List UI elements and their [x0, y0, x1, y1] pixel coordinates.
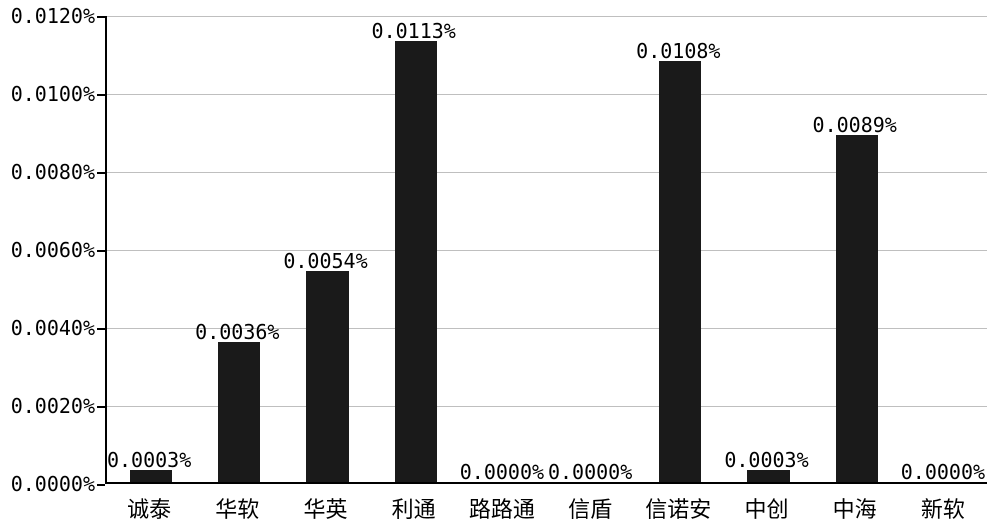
bar-value-label: 0.0003% [107, 448, 191, 472]
y-tick [97, 250, 105, 252]
y-tick-label: 0.0120% [11, 4, 95, 28]
bar-value-label: 0.0036% [195, 320, 279, 344]
plot-area [105, 16, 987, 484]
bar-value-label: 0.0000% [460, 460, 544, 484]
y-tick-label: 0.0100% [11, 82, 95, 106]
y-tick [97, 16, 105, 18]
x-category-label: 华软 [215, 492, 259, 524]
gridline [107, 94, 987, 95]
chart-container: 0.0000% 0.0020% 0.0040% 0.0060% 0.0080% 0.010… [0, 0, 1000, 528]
bar-value-label: 0.0108% [636, 39, 720, 63]
y-tick-label: 0.0000% [11, 472, 95, 496]
bar [659, 61, 701, 482]
bar-value-label: 0.0003% [724, 448, 808, 472]
bar-value-label: 0.0000% [901, 460, 985, 484]
y-tick [97, 406, 105, 408]
x-category-label: 利通 [392, 492, 436, 524]
y-tick-label: 0.0040% [11, 316, 95, 340]
x-category-label: 路路通 [469, 492, 535, 524]
x-category-label: 信诺安 [645, 492, 711, 524]
bar [395, 41, 437, 482]
bar-value-label: 0.0113% [372, 19, 456, 43]
bar-value-label: 0.0089% [813, 113, 897, 137]
bar [836, 135, 878, 482]
y-tick [97, 94, 105, 96]
y-tick-label: 0.0080% [11, 160, 95, 184]
y-tick-label: 0.0060% [11, 238, 95, 262]
bar-value-label: 0.0054% [283, 249, 367, 273]
x-category-label: 信盾 [568, 492, 612, 524]
x-category-label: 新软 [921, 492, 965, 524]
y-tick [97, 328, 105, 330]
gridline [107, 16, 987, 17]
x-category-label: 中创 [744, 492, 788, 524]
x-category-label: 华英 [303, 492, 347, 524]
bar [218, 342, 260, 482]
y-tick [97, 484, 105, 486]
bar-value-label: 0.0000% [548, 460, 632, 484]
y-tick-label: 0.0020% [11, 394, 95, 418]
x-category-label: 中海 [833, 492, 877, 524]
bar [306, 271, 348, 482]
y-tick [97, 172, 105, 174]
x-category-label: 诚泰 [127, 492, 171, 524]
